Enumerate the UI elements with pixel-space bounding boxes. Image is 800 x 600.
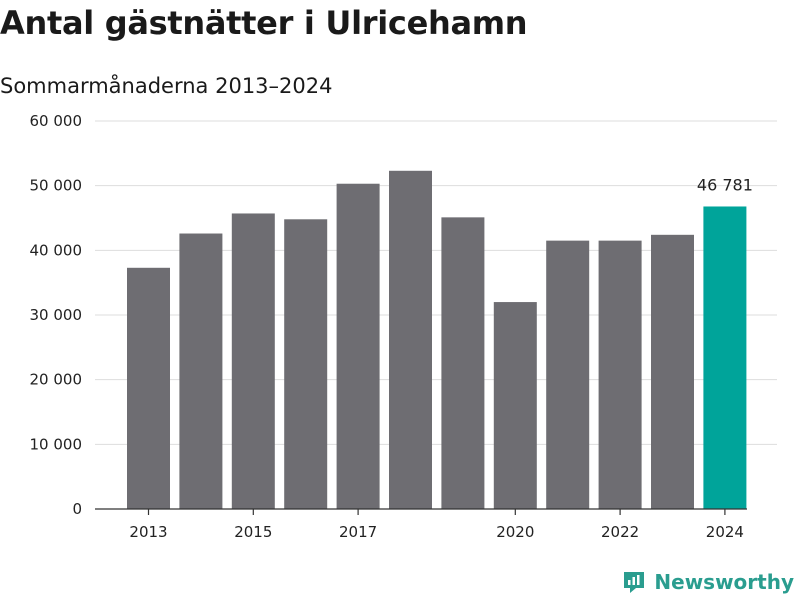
y-tick-label: 10 000	[30, 435, 83, 453]
x-tick-label: 2020	[496, 523, 534, 541]
chart-title: Antal gästnätter i Ulricehamn	[0, 4, 528, 42]
bar-2021	[546, 240, 590, 509]
x-tick-label: 2017	[339, 523, 377, 541]
bar-2020	[493, 302, 537, 509]
bar-2022	[598, 240, 642, 509]
chart-subtitle: Sommarmånaderna 2013–2024	[0, 74, 333, 98]
newsworthy-logo-icon	[624, 572, 645, 593]
x-tick-label: 2015	[234, 523, 272, 541]
bar-2017	[336, 183, 380, 509]
bar-2018	[389, 170, 432, 509]
bar-2024	[703, 206, 747, 510]
x-tick-label: 2024	[706, 523, 744, 541]
y-tick-label: 0	[72, 500, 82, 518]
brand-logo: Newsworthy	[622, 570, 794, 594]
x-tick-label: 2022	[601, 523, 639, 541]
y-tick-label: 20 000	[30, 371, 83, 389]
brand-name: Newsworthy	[654, 570, 794, 594]
y-tick-label: 30 000	[30, 306, 83, 324]
data-label: 46 781	[697, 175, 753, 194]
bar-2013	[127, 267, 170, 509]
bar-2019	[441, 217, 485, 509]
y-tick-label: 40 000	[30, 241, 83, 259]
y-tick-label: 60 000	[30, 112, 83, 130]
bar-2014	[179, 233, 223, 509]
bar-2023	[651, 234, 694, 509]
bar-2016	[284, 219, 328, 509]
y-tick-label: 50 000	[30, 177, 83, 195]
bar-2015	[231, 213, 275, 509]
x-tick-label: 2013	[129, 523, 167, 541]
